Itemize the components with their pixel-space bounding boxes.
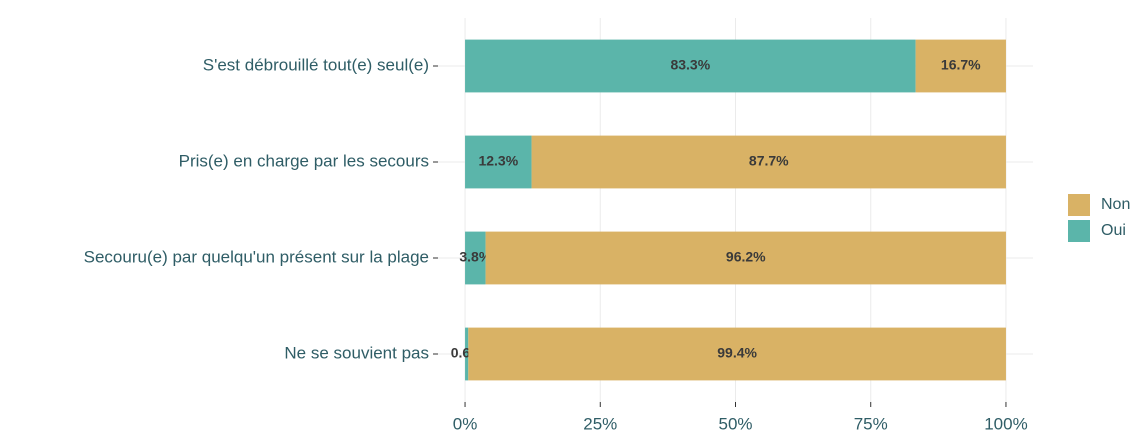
bar-segment: [485, 231, 1006, 285]
bar-segment: [531, 135, 1006, 189]
x-tick-label: 75%: [854, 414, 888, 433]
x-tick-label: 100%: [984, 414, 1027, 433]
legend-label: Oui: [1101, 222, 1126, 239]
legend-label: Non: [1101, 196, 1130, 213]
x-tick-label: 50%: [718, 414, 752, 433]
legend-swatch: [1068, 194, 1090, 216]
y-tick-label: Ne se souvient pas: [284, 343, 429, 362]
bar-segment: [468, 327, 1006, 381]
bar-segment: [465, 39, 916, 93]
y-tick-label: Secouru(e) par quelqu'un présent sur la …: [84, 247, 429, 266]
bar-segment: [465, 327, 469, 381]
data-label: 99.4%: [717, 345, 757, 361]
x-tick-label: 25%: [583, 414, 617, 433]
bar-segment: [465, 135, 532, 189]
data-label: 83.3%: [670, 57, 710, 73]
data-label: 16.7%: [941, 57, 981, 73]
data-label: 96.2%: [726, 249, 766, 265]
x-tick-label: 0%: [453, 414, 478, 433]
bar-segment: [465, 231, 486, 285]
y-tick-label: S'est débrouillé tout(e) seul(e): [203, 55, 429, 74]
y-tick-label: Pris(e) en charge par les secours: [179, 151, 429, 170]
bar-segment: [915, 39, 1006, 93]
data-label: 12.3%: [478, 153, 518, 169]
data-label: 3.8%: [459, 249, 491, 265]
legend-swatch: [1068, 220, 1090, 242]
data-label: 87.7%: [749, 153, 789, 169]
